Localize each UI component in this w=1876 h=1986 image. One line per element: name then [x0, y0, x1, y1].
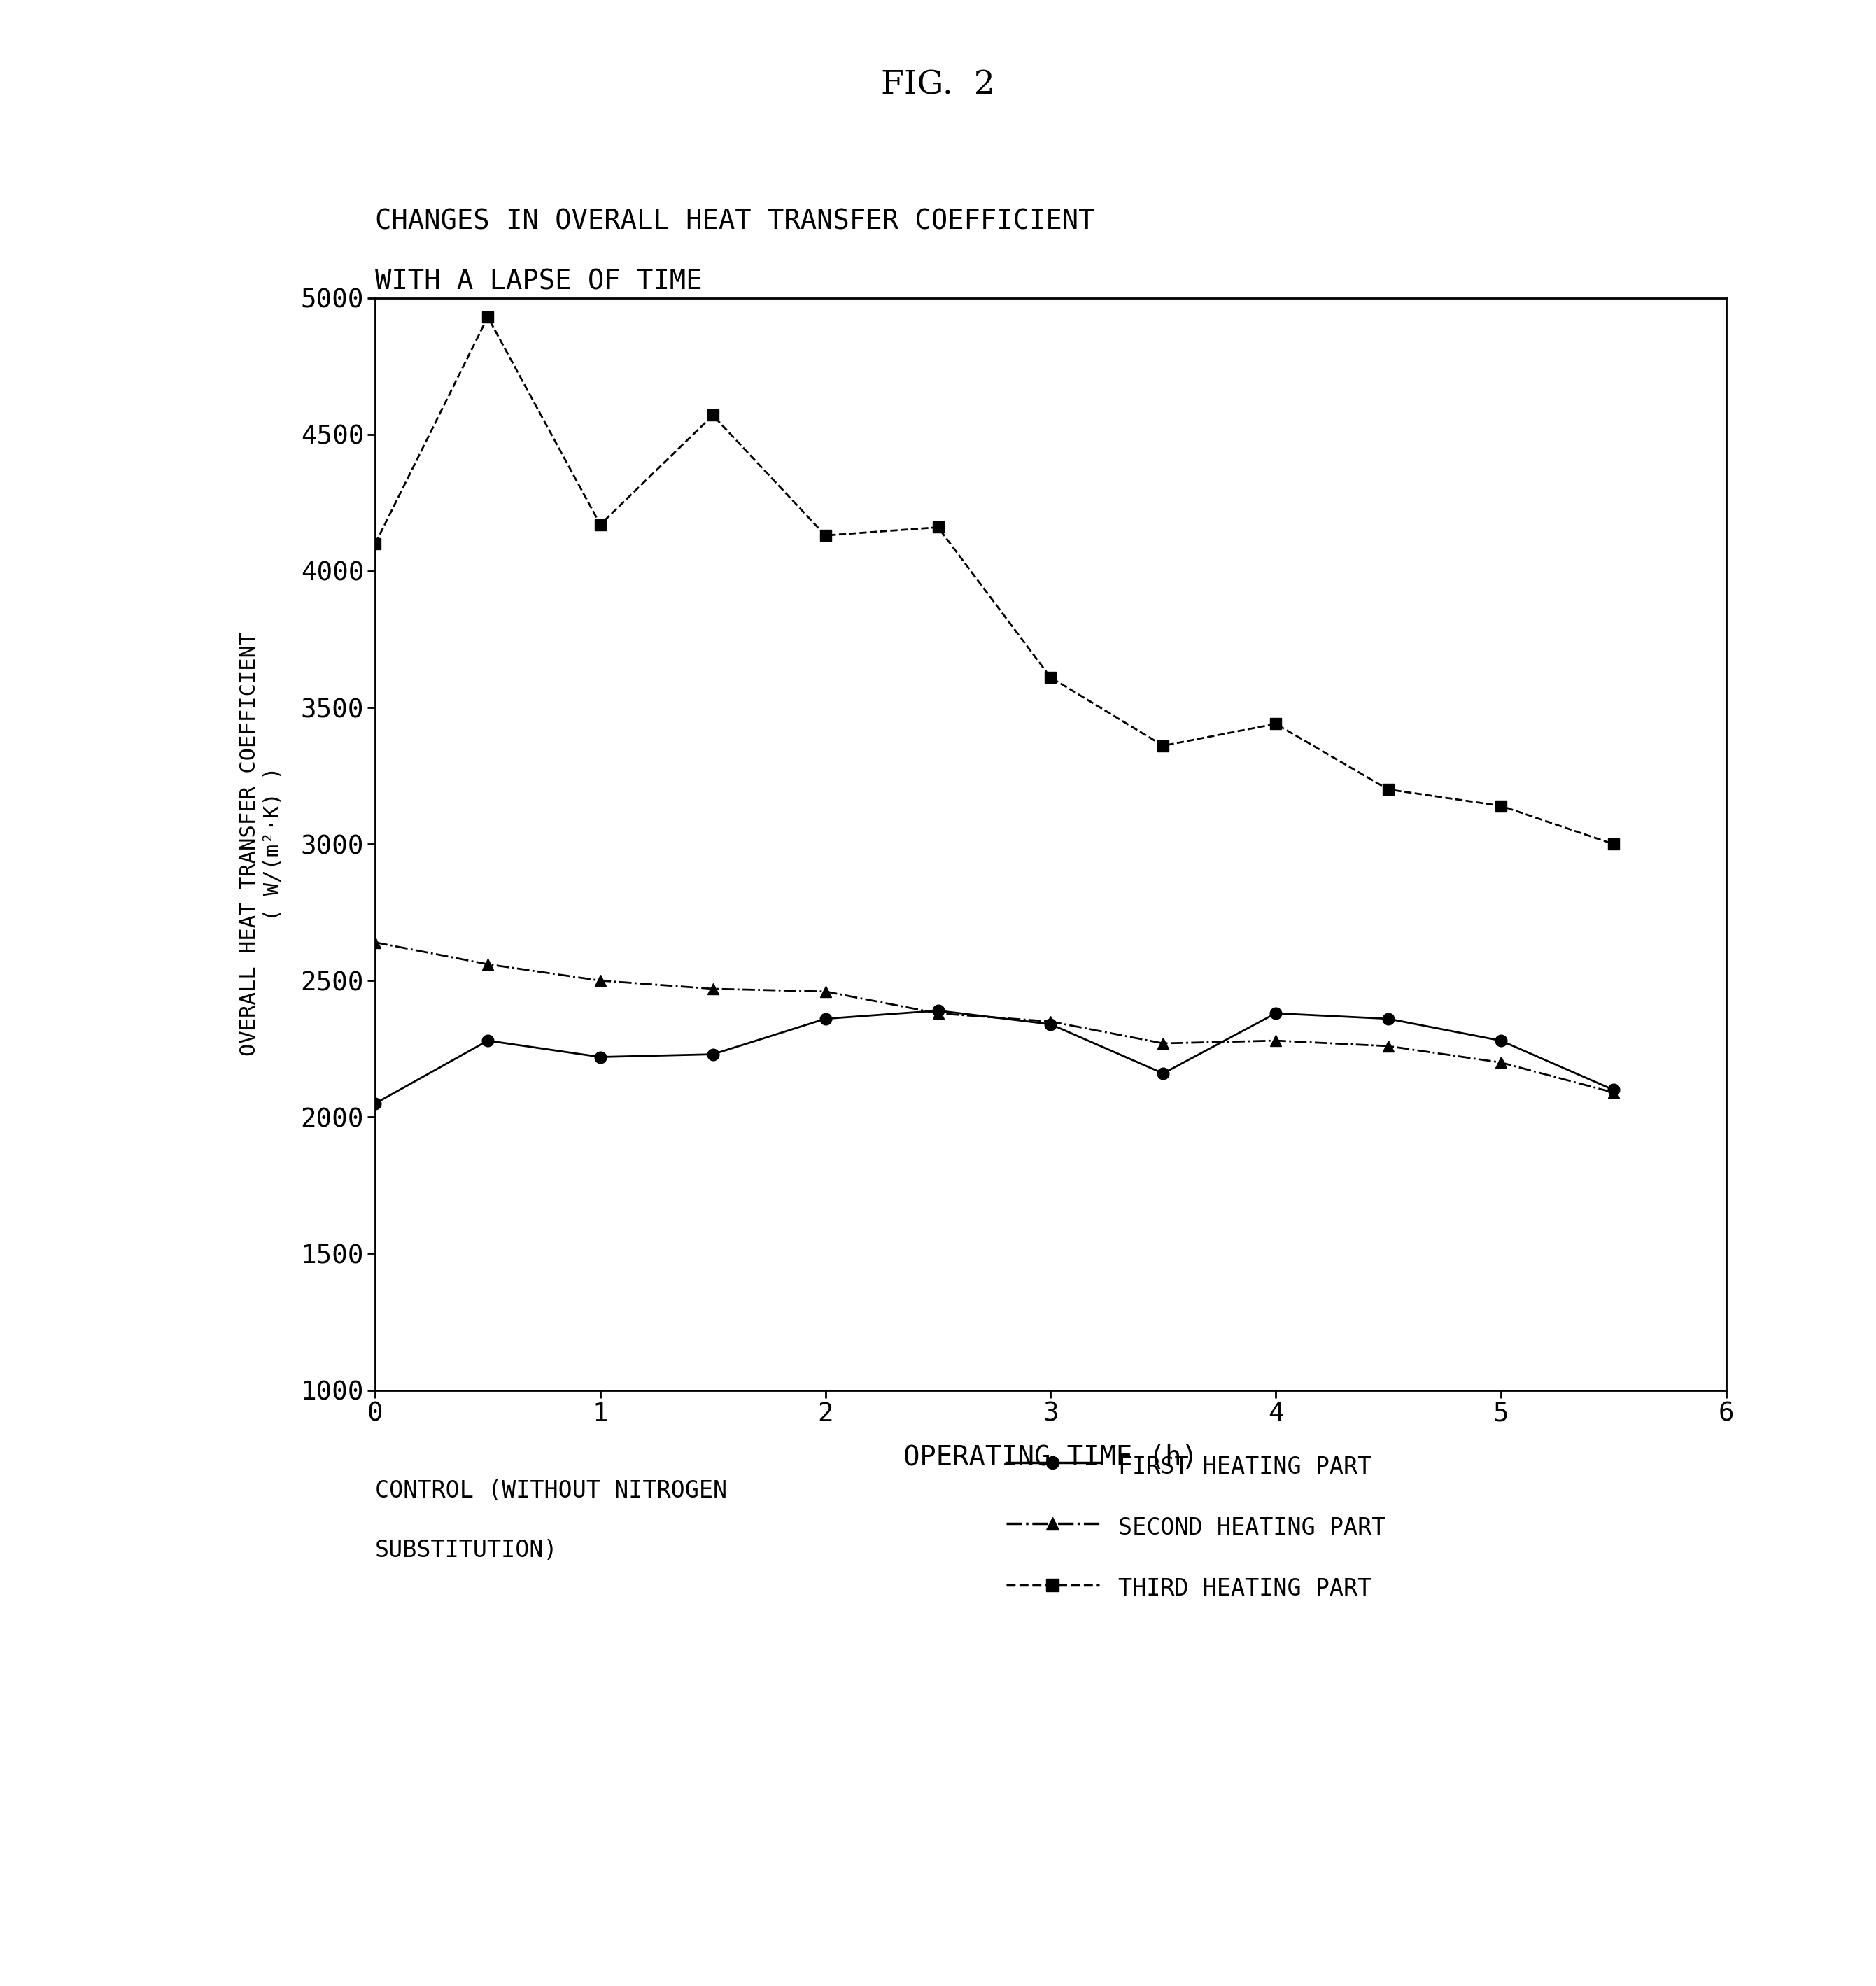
Legend: FIRST HEATING PART, SECOND HEATING PART, THIRD HEATING PART: FIRST HEATING PART, SECOND HEATING PART,… — [1006, 1452, 1386, 1603]
Text: SUBSTITUTION): SUBSTITUTION) — [375, 1539, 559, 1563]
Text: CHANGES IN OVERALL HEAT TRANSFER COEFFICIENT: CHANGES IN OVERALL HEAT TRANSFER COEFFIC… — [375, 209, 1096, 234]
Y-axis label: OVERALL HEAT TRANSFER COEFFICIENT
( W/(m²·K) ): OVERALL HEAT TRANSFER COEFFICIENT ( W/(m… — [240, 632, 283, 1057]
Text: FIG.  2: FIG. 2 — [882, 70, 994, 101]
Text: CONTROL (WITHOUT NITROGEN: CONTROL (WITHOUT NITROGEN — [375, 1480, 728, 1503]
X-axis label: OPERATING TIME (h): OPERATING TIME (h) — [904, 1444, 1197, 1472]
Text: WITH A LAPSE OF TIME: WITH A LAPSE OF TIME — [375, 268, 702, 294]
